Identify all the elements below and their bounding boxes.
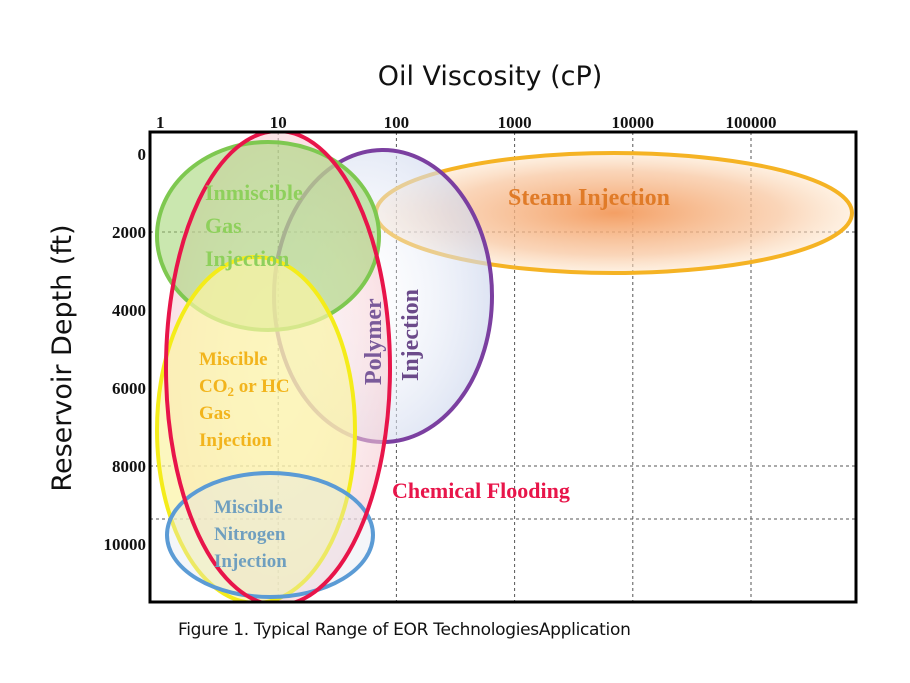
miscible-co2-label-co: CO [199,376,228,397]
miscible-co2-label-line2: CO2 or HC [199,376,290,399]
y-tick-label: 10000 [104,535,147,554]
y-tick-label: 2000 [112,223,146,242]
figure-caption: Figure 1. Typical Range of EOR Technolog… [178,620,631,640]
polymer-label-line2: Injection [398,289,424,381]
x-tick-label: 100 [384,113,410,132]
miscible-co2-label-subscript: 2 [228,384,235,399]
miscible-nitrogen-label-line3: Injection [214,551,287,572]
y-tick-label: 4000 [112,301,146,320]
x-tick-label: 100000 [726,113,777,132]
polymer-label-line1: Polymer [361,298,387,385]
plot-border [148,130,858,604]
inmiscible-label-line3: Injection [205,246,289,271]
x-tick-label: 1000 [498,113,532,132]
y-tick-labels: 0 2000 4000 6000 8000 10000 [104,145,147,554]
miscible-co2-injection-region [155,255,357,602]
x-tick-label: 10000 [612,113,655,132]
x-tick-label: 10 [270,113,287,132]
miscible-nitrogen-label-line1: Miscible [214,497,283,518]
y-tick-label: 8000 [112,457,146,476]
x-tick-label: 1 [156,113,165,132]
miscible-co2-label-rest: or HC [234,376,290,397]
x-tick-labels: 1 10 100 1000 10000 100000 [156,113,777,132]
miscible-nitrogen-label-line2: Nitrogen [214,524,286,545]
miscible-co2-label-line3: Gas [199,403,231,424]
steam-injection-label: Steam Injection [508,185,670,211]
chemical-flooding-label: Chemical Flooding [392,478,570,503]
x-axis-title: Oil Viscosity (cP) [378,61,603,92]
y-tick-label: 6000 [112,379,146,398]
y-axis-title: Reservoir Depth (ft) [47,224,78,491]
inmiscible-label-line1: Inmiscible [205,180,303,205]
miscible-co2-label-line1: Miscible [199,349,268,370]
miscible-co2-label-line4: Injection [199,430,272,451]
chemical-flooding-region [164,132,392,602]
inmiscible-label-line2: Gas [205,213,242,238]
y-tick-label: 0 [138,145,147,164]
